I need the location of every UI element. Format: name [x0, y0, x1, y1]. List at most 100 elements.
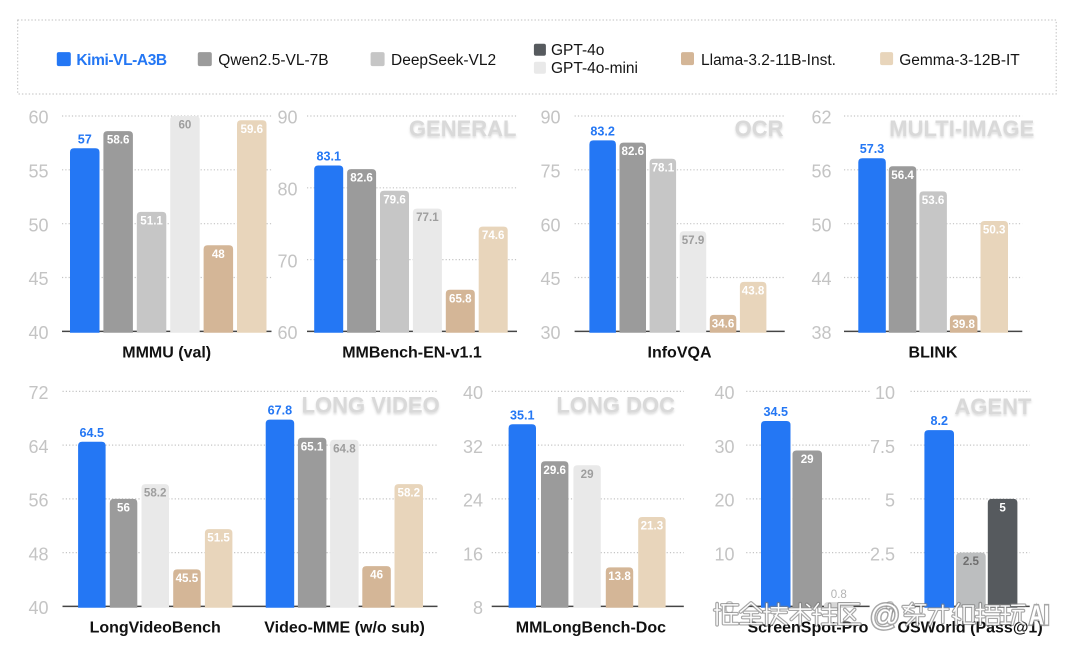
svg-text:57.3: 57.3 [860, 142, 885, 156]
svg-text:90: 90 [277, 108, 297, 128]
svg-text:65.1: 65.1 [301, 440, 324, 453]
svg-text:72: 72 [28, 383, 48, 403]
svg-text:0: 0 [885, 598, 895, 618]
svg-text:35.1: 35.1 [510, 408, 535, 422]
svg-text:90: 90 [540, 108, 560, 128]
svg-text:60: 60 [28, 108, 48, 128]
svg-text:2.5: 2.5 [870, 544, 895, 564]
svg-text:GENERAL: GENERAL [409, 116, 517, 141]
svg-text:40: 40 [714, 383, 734, 403]
svg-text:64: 64 [28, 437, 48, 457]
svg-text:40: 40 [28, 323, 48, 343]
svg-text:64.8: 64.8 [333, 442, 356, 455]
svg-text:7.5: 7.5 [870, 437, 895, 457]
svg-text:58.2: 58.2 [398, 487, 421, 500]
svg-text:51.5: 51.5 [207, 532, 230, 545]
svg-text:80: 80 [277, 180, 297, 200]
svg-text:65.8: 65.8 [449, 292, 472, 305]
svg-text:67.8: 67.8 [268, 404, 293, 418]
svg-text:20: 20 [714, 491, 734, 511]
svg-text:56: 56 [117, 502, 130, 515]
svg-text:58.2: 58.2 [144, 487, 167, 500]
svg-text:40: 40 [463, 383, 483, 403]
svg-text:48: 48 [212, 248, 225, 261]
svg-text:MULTI-IMAGE: MULTI-IMAGE [889, 116, 1034, 141]
svg-text:OCR: OCR [735, 116, 784, 141]
svg-text:45: 45 [540, 269, 560, 289]
svg-text:53.6: 53.6 [922, 194, 945, 207]
svg-text:58.6: 58.6 [107, 134, 130, 147]
svg-text:43.8: 43.8 [742, 285, 765, 298]
svg-text:BLINK: BLINK [909, 345, 958, 362]
svg-text:50.3: 50.3 [983, 224, 1006, 237]
svg-text:78.1: 78.1 [652, 161, 675, 174]
svg-text:60: 60 [540, 215, 560, 235]
svg-text:45.5: 45.5 [176, 572, 199, 585]
svg-text:77.1: 77.1 [416, 211, 439, 224]
svg-text:16: 16 [463, 544, 483, 564]
svg-text:29: 29 [581, 468, 594, 481]
svg-text:5: 5 [885, 491, 895, 511]
svg-text:60: 60 [277, 323, 297, 343]
svg-text:59.6: 59.6 [241, 123, 264, 136]
svg-text:46: 46 [370, 569, 383, 582]
svg-text:0.8: 0.8 [831, 589, 847, 601]
svg-text:74.6: 74.6 [482, 229, 505, 242]
svg-text:39.8: 39.8 [952, 318, 975, 331]
svg-text:AI: AI [1029, 600, 1050, 631]
svg-text:LONG VIDEO: LONG VIDEO [302, 393, 440, 418]
svg-text:@: @ [870, 599, 900, 632]
svg-text:InfoVQA: InfoVQA [648, 345, 712, 362]
svg-text:5: 5 [999, 502, 1006, 515]
svg-text:29.6: 29.6 [543, 464, 566, 477]
svg-text:GPT-4o: GPT-4o [551, 42, 604, 59]
svg-text:34.6: 34.6 [712, 318, 735, 331]
svg-text:30: 30 [540, 323, 560, 343]
svg-text:79.6: 79.6 [383, 193, 406, 206]
svg-text:MMMU (val): MMMU (val) [122, 345, 211, 362]
svg-text:Gemma-3-12B-IT: Gemma-3-12B-IT [899, 52, 1020, 69]
svg-text:MMBench-EN-v1.1: MMBench-EN-v1.1 [342, 345, 482, 362]
svg-text:13.8: 13.8 [608, 570, 631, 583]
svg-text:0: 0 [724, 598, 734, 618]
svg-text:56.4: 56.4 [891, 169, 914, 182]
svg-text:10: 10 [714, 544, 734, 564]
svg-text:8: 8 [473, 598, 483, 618]
svg-text:56: 56 [811, 162, 831, 182]
svg-text:48: 48 [28, 544, 48, 564]
svg-text:38: 38 [811, 323, 831, 343]
svg-text:AI: AI [1029, 600, 1050, 631]
svg-text:29: 29 [801, 453, 814, 466]
svg-text:@: @ [870, 599, 900, 632]
svg-text:62: 62 [811, 108, 831, 128]
svg-text:83.2: 83.2 [590, 124, 615, 138]
svg-text:32: 32 [463, 437, 483, 457]
svg-text:DeepSeek-VL2: DeepSeek-VL2 [391, 52, 496, 69]
svg-text:56: 56 [28, 491, 48, 511]
svg-text:45: 45 [28, 269, 48, 289]
svg-text:Kimi-VL-A3B: Kimi-VL-A3B [76, 52, 167, 69]
svg-text:AGENT: AGENT [955, 394, 1033, 419]
svg-text:GPT-4o-mini: GPT-4o-mini [551, 60, 638, 77]
svg-text:34.5: 34.5 [764, 405, 789, 419]
svg-text:70: 70 [277, 251, 297, 271]
svg-text:44: 44 [811, 269, 831, 289]
svg-text:50: 50 [811, 215, 831, 235]
svg-text:Llama-3.2-11B-Inst.: Llama-3.2-11B-Inst. [701, 52, 836, 69]
svg-text:75: 75 [540, 162, 560, 182]
svg-text:30: 30 [714, 437, 734, 457]
svg-text:60: 60 [178, 119, 191, 132]
svg-text:24: 24 [463, 491, 483, 511]
svg-text:40: 40 [28, 598, 48, 618]
svg-text:82.6: 82.6 [350, 172, 373, 185]
svg-text:LongVideoBench: LongVideoBench [90, 620, 221, 637]
svg-text:57: 57 [78, 132, 92, 146]
svg-text:82.6: 82.6 [622, 145, 645, 158]
svg-text:21.3: 21.3 [641, 520, 664, 533]
svg-text:64.5: 64.5 [80, 426, 105, 440]
svg-text:50: 50 [28, 215, 48, 235]
svg-text:MMLongBench-Doc: MMLongBench-Doc [516, 620, 666, 637]
svg-text:8.2: 8.2 [930, 414, 948, 428]
svg-text:83.1: 83.1 [316, 150, 341, 164]
svg-text:55: 55 [28, 162, 48, 182]
